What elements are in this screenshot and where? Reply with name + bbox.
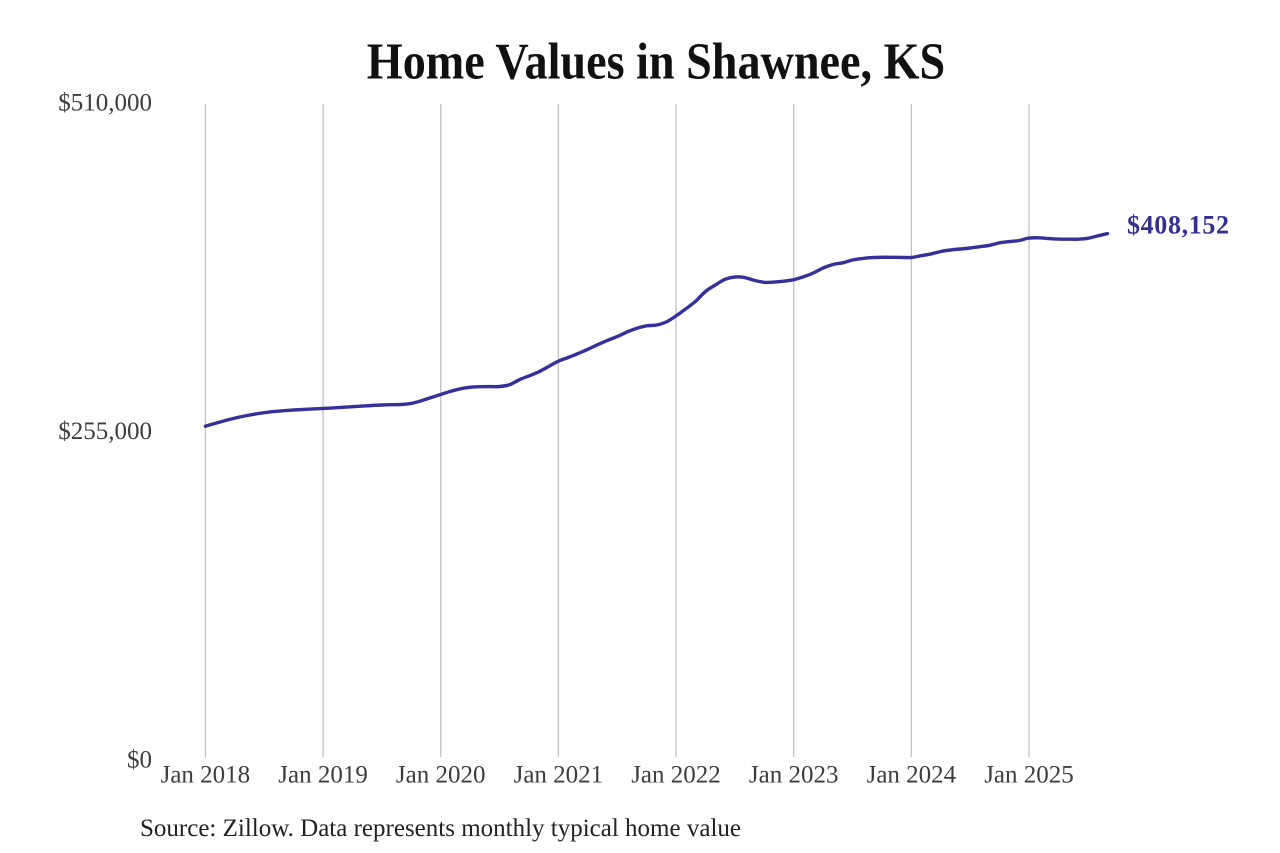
svg-text:Source: Zillow. Data represent: Source: Zillow. Data represents monthly … (140, 815, 741, 842)
svg-text:Jan 2018: Jan 2018 (161, 762, 251, 789)
svg-text:Jan 2024: Jan 2024 (867, 762, 957, 789)
svg-text:Jan 2025: Jan 2025 (984, 762, 1074, 789)
svg-text:Jan 2021: Jan 2021 (514, 762, 604, 789)
svg-text:$408,152: $408,152 (1127, 210, 1230, 239)
svg-text:Jan 2023: Jan 2023 (749, 762, 839, 789)
svg-text:$255,000: $255,000 (58, 418, 152, 445)
svg-text:$0: $0 (127, 746, 152, 773)
svg-text:Jan 2022: Jan 2022 (631, 762, 721, 789)
svg-text:$510,000: $510,000 (58, 89, 152, 116)
svg-text:Home Values in Shawnee, KS: Home Values in Shawnee, KS (367, 32, 945, 90)
svg-text:Jan 2020: Jan 2020 (396, 762, 486, 789)
svg-text:Jan 2019: Jan 2019 (278, 762, 368, 789)
